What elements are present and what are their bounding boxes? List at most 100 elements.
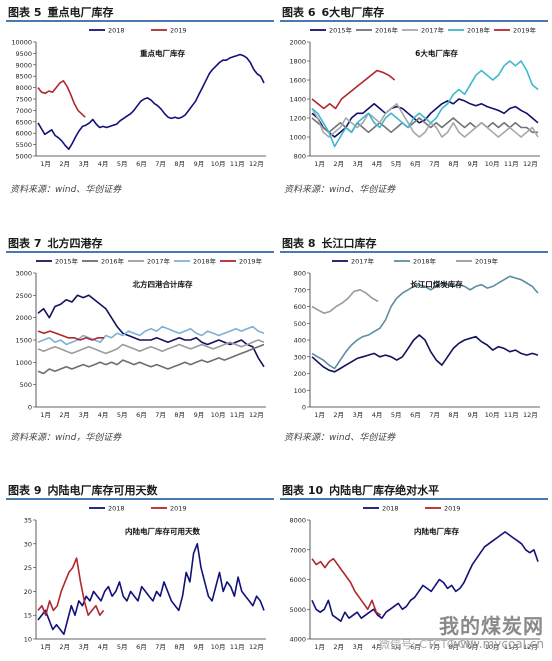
y-tick-label: 0: [28, 404, 32, 412]
chart-7: 0 500 1000 1500 2000 2500 3000 1月 2月 3月 4月 5月 6月 7月 8月…: [15, 257, 266, 419]
chart-panel-8: 图表 8 长江口库存 0 100 200 300 400 500 600 700 800 1月 2月 3…: [280, 235, 550, 445]
x-tick-label: 7月: [429, 643, 440, 651]
legend: 2015年 2016年 2017年 2018年 2019年: [310, 26, 537, 35]
y-tick-label: 6500: [15, 118, 32, 126]
y-tick-label: 5500: [15, 141, 32, 149]
x-tick-label: 7月: [155, 411, 166, 419]
x-tick-label: 2月: [59, 160, 70, 168]
x-tick-label: 5月: [117, 160, 128, 168]
x-tick-label: 12月: [249, 160, 264, 168]
x-tick-label: 10月: [211, 643, 226, 651]
watermark-wechat: 微信号: CTCTC.CN: [379, 638, 474, 651]
series-line-2019: [37, 557, 105, 616]
series-line-2017年: [311, 103, 539, 138]
y-tick-label: 800: [294, 153, 306, 161]
legend: 2018 2019: [363, 505, 461, 513]
x-tick-label: 3月: [353, 160, 364, 168]
series-line-2017年: [311, 334, 539, 373]
panel-title-text: 内陆电厂库存绝对水平: [329, 484, 440, 497]
y-tick-label: 600: [294, 303, 306, 311]
chart-8: 0 100 200 300 400 500 600 700 800 1月 2月 3月 4月 5月 6月 7月 8…: [294, 257, 540, 419]
chart-panel-7: 图表 7 北方四港存 0 500 1000 1500 2000 2500 3000 1月 2月 3月…: [6, 235, 276, 445]
panel-number: 图表 6: [282, 6, 316, 19]
chart-5: 5000 5500 6000 6500 7000 7500 8000 8500 9000 9500…: [11, 27, 266, 168]
legend-label: 2015年: [329, 26, 353, 35]
x-tick-label: 4月: [98, 411, 109, 419]
panel-number: 图表 7: [8, 237, 42, 250]
series-line-2018年: [311, 60, 539, 148]
x-tick-label: 9月: [194, 160, 205, 168]
y-tick-label: 5000: [289, 606, 306, 614]
legend-label: 2018年: [413, 257, 437, 266]
x-tick-label: 4月: [98, 643, 109, 651]
x-tick-label: 11月: [504, 643, 519, 651]
x-tick-label: 3月: [353, 411, 364, 419]
x-tick-label: 8月: [174, 411, 185, 419]
legend-label: 2017年: [421, 26, 445, 35]
panel-title-text: 内陆电厂库存可用天数: [47, 484, 158, 497]
x-tick-label: 8月: [174, 643, 185, 651]
title-rule: [280, 498, 548, 500]
inner-title: 长江口煤炭库存: [410, 279, 463, 289]
x-tick-label: 3月: [79, 643, 90, 651]
chart-6: 800 1000 1200 1400 1600 1800 2000 1月 2月 3月 4月 5月 6月 7…: [289, 26, 540, 168]
inner-title: 内陆电厂库存: [414, 526, 459, 536]
x-tick-label: 2月: [333, 411, 344, 419]
y-tick-label: 10: [24, 636, 32, 644]
x-tick-label: 7月: [155, 643, 166, 651]
title-rule: [280, 251, 548, 253]
legend-label: 2019: [170, 27, 187, 35]
y-tick-label: 8500: [15, 73, 32, 81]
watermark: 我的煤炭网 www.mycoal.cn 微信号: CTCTC.CN: [379, 610, 544, 651]
x-tick-label: 1月: [314, 643, 325, 651]
x-tick-label: 5月: [391, 643, 402, 651]
y-tick-label: 8000: [15, 84, 32, 92]
legend-label: 2016年: [375, 26, 399, 35]
x-tick-label: 4月: [372, 411, 383, 419]
panel-number: 图表 8: [282, 237, 316, 250]
series-line-2018: [37, 542, 265, 635]
legend-label: 2018年: [193, 257, 217, 266]
x-tick-label: 2月: [333, 643, 344, 651]
x-tick-label: 4月: [372, 160, 383, 168]
source-note: 资料来源：wind、华创证券: [284, 433, 396, 443]
x-tick-label: 5月: [391, 160, 402, 168]
y-tick-label: 3000: [15, 270, 32, 278]
x-tick-label: 5月: [391, 411, 402, 419]
y-tick-label: 500: [20, 381, 32, 389]
series-line-2019: [37, 79, 86, 118]
legend-label: 2018: [108, 505, 125, 513]
y-tick-label: 4000: [289, 636, 306, 644]
x-tick-label: 11月: [504, 160, 519, 168]
y-tick-label: 0: [302, 404, 306, 412]
inner-title: 重点电厂库存: [140, 48, 185, 58]
chart-panel-9: 图表 9 内陆电厂库存可用天数 10 15 20 25 30 35 1月 2月 3月 4月 5月 6月 7…: [6, 482, 276, 657]
y-tick-label: 35: [24, 517, 32, 525]
x-tick-label: 2月: [333, 160, 344, 168]
x-tick-label: 3月: [79, 411, 90, 419]
x-tick-label: 11月: [230, 411, 245, 419]
legend: 2018 2019: [89, 505, 187, 513]
series-line-2018年: [311, 275, 539, 370]
source-note: 资料来源：wind，华创证券: [10, 433, 122, 443]
x-tick-label: 6月: [136, 643, 147, 651]
y-tick-label: 7000: [289, 546, 306, 554]
x-tick-label: 2月: [59, 643, 70, 651]
panel-title-text: 北方四港存: [47, 237, 103, 250]
x-tick-label: 6月: [136, 411, 147, 419]
x-tick-label: 1月: [314, 160, 325, 168]
legend-label: 2017年: [147, 257, 171, 266]
chart-9: 10 15 20 25 30 35 1月 2月 3月 4月 5月 6月 7月 8月 9月 10月 11月 12月 2…: [24, 505, 266, 651]
source-note: 资料来源：wind、华创证券: [284, 185, 396, 195]
x-tick-label: 1月: [40, 643, 51, 651]
legend-label: 2019年: [475, 257, 499, 266]
panel-number: 图表 9: [8, 484, 42, 497]
series-line-2019年: [311, 288, 379, 315]
x-tick-label: 6月: [136, 160, 147, 168]
y-tick-label: 9000: [15, 61, 32, 69]
y-tick-label: 1200: [289, 115, 306, 123]
y-tick-label: 400: [294, 337, 306, 345]
x-tick-label: 1月: [314, 411, 325, 419]
legend-label: 2018: [382, 505, 399, 513]
chart-10: 4000 5000 6000 7000 8000 1月 2月 3月 4月 5月 6月 7月 8月 9月 10…: [289, 505, 540, 651]
